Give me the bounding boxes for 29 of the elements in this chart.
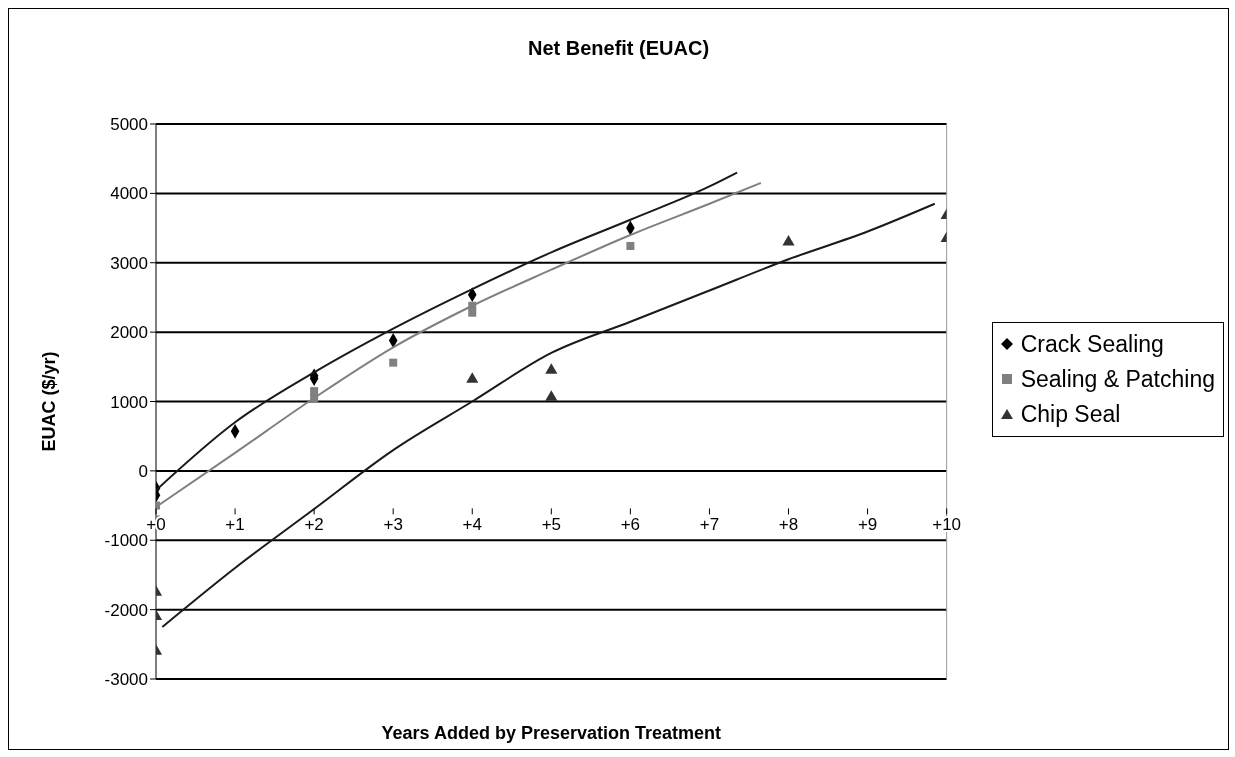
chart-title: Net Benefit (EUAC) — [526, 37, 711, 60]
y-tick-label: 4000 — [110, 184, 148, 204]
point — [626, 242, 635, 251]
point — [468, 308, 477, 317]
x-tick-label: +9 — [857, 515, 878, 535]
x-tick-label: +3 — [383, 515, 403, 535]
y-axis-title: EUAC ($/yr) — [39, 351, 60, 452]
x-tick-label: +4 — [462, 515, 482, 535]
y-tick-label: -2000 — [104, 600, 148, 620]
x-tick-label: +2 — [304, 515, 324, 535]
y-tick-label: 2000 — [110, 323, 148, 343]
legend-label: Chip Seal — [1020, 399, 1121, 429]
x-tick-label: +5 — [541, 515, 562, 535]
y-tick-label: 1000 — [110, 392, 148, 412]
legend-label: Crack Sealing — [1020, 329, 1164, 359]
y-tick-label: 0 — [138, 461, 148, 481]
legend-label: Sealing & Patching — [1020, 364, 1215, 394]
x-tick-label: +8 — [778, 515, 799, 535]
y-tick-label: -3000 — [104, 670, 148, 690]
x-tick-label: +0 — [146, 515, 166, 535]
y-tick-label: 3000 — [110, 253, 148, 273]
x-tick-label: +7 — [699, 515, 720, 535]
x-tick-label: +10 — [932, 515, 962, 535]
x-tick-label: +1 — [225, 515, 245, 535]
y-tick-label: -1000 — [104, 531, 148, 551]
point — [389, 358, 398, 367]
y-tick-label: 5000 — [110, 115, 148, 135]
x-tick-label: +6 — [620, 515, 641, 535]
x-axis-title: Years Added by Preservation Treatment — [381, 723, 722, 743]
